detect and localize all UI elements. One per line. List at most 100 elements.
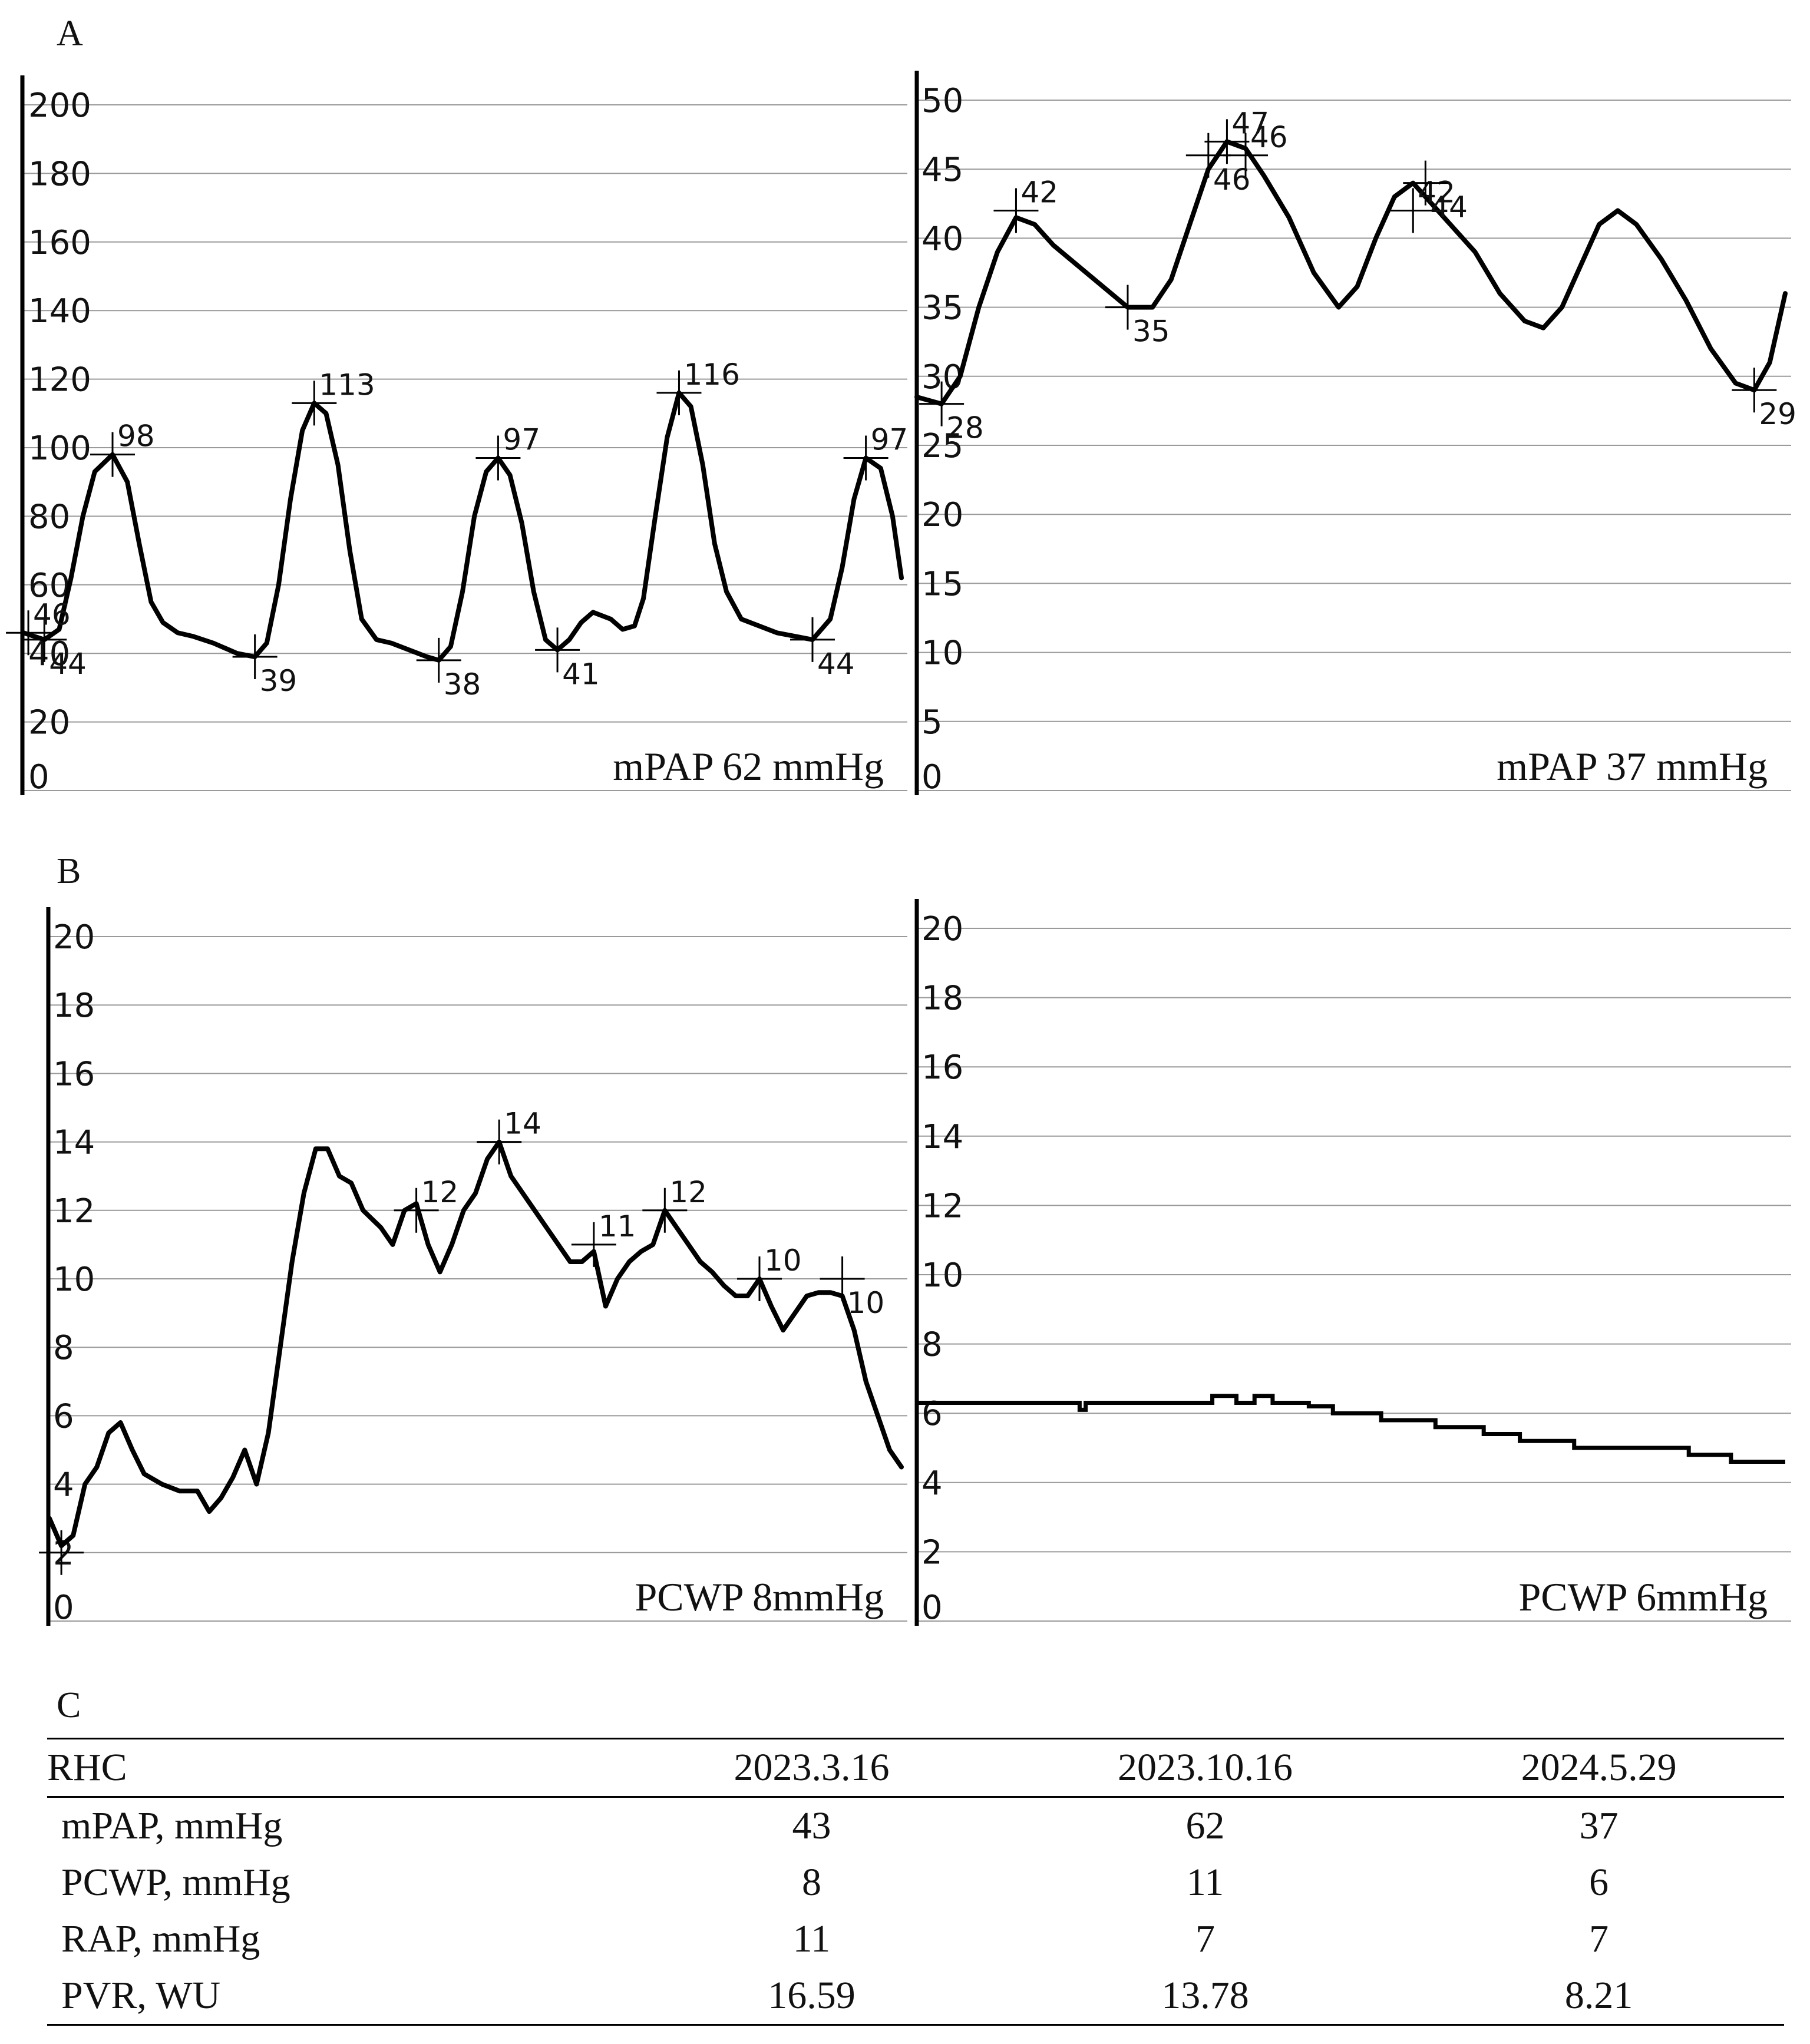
table-cell: 7 (1589, 1917, 1609, 1960)
y-tick-label: 120 (28, 361, 91, 399)
data-label: 10 (847, 1286, 885, 1320)
data-label: 42 (1418, 176, 1455, 210)
y-tick-label: 16 (53, 1055, 95, 1093)
y-tick-label: 40 (921, 220, 963, 258)
table-cell: 43 (792, 1804, 831, 1847)
rhc-header-cell: 2024.5.29 (1521, 1746, 1677, 1789)
y-tick-label: 40 (28, 635, 70, 673)
table-cell: 11 (1186, 1861, 1224, 1904)
data-label: 14 (504, 1107, 541, 1141)
y-tick-label: 12 (53, 1192, 95, 1231)
chart-corner-label: PCWP 6mmHg (1518, 1575, 1768, 1619)
data-label: 42 (1020, 176, 1058, 210)
y-tick-label: 140 (28, 292, 91, 330)
y-tick-label: 0 (28, 758, 49, 796)
y-tick-label: 8 (921, 1326, 943, 1364)
y-tick-label: 0 (921, 1589, 943, 1627)
chart-a-left-mpap-62: 0 20 40 60 80 100 120 140 160 180 200 98 113 97 116 97 4… (6, 75, 909, 796)
data-label: 46 (33, 597, 71, 631)
y-tick-label: 20 (921, 496, 963, 534)
y-tick-label: 180 (28, 155, 91, 193)
data-label: 97 (871, 422, 909, 457)
y-tick-label: 6 (53, 1397, 74, 1436)
y-tick-label: 60 (28, 567, 70, 605)
data-label: 12 (669, 1175, 707, 1209)
y-tick-label: 10 (53, 1261, 95, 1299)
y-tick-label: 25 (921, 427, 963, 465)
y-tick-label: 0 (921, 758, 943, 796)
data-label: 47 (1231, 106, 1269, 140)
table-cell: 7 (1195, 1917, 1216, 1960)
data-label: 12 (421, 1175, 459, 1209)
data-label: 39 (260, 664, 298, 698)
rhc-table: RHC 2023.3.16 2023.10.16 2024.5.29 mPAP,… (47, 1738, 1784, 2026)
data-label: 44 (817, 647, 855, 681)
y-tick-label: 16 (921, 1049, 963, 1087)
row-label: PVR, WU (61, 1974, 221, 2017)
rhc-header-cell: 2023.10.16 (1118, 1746, 1293, 1789)
y-tick-label: 20 (28, 704, 70, 742)
data-label: 28 (946, 411, 984, 445)
y-tick-label: 160 (28, 224, 91, 262)
y-tick-label: 18 (53, 987, 95, 1025)
data-label: 97 (503, 422, 540, 457)
data-label: 46 (1250, 120, 1288, 154)
rhc-header-row: RHC 2023.3.16 2023.10.16 2024.5.29 (47, 1738, 1784, 1797)
data-label: 35 (1132, 315, 1170, 349)
data-label: 113 (319, 368, 375, 402)
y-tick-label: 18 (921, 980, 963, 1018)
data-label: 46 (1213, 163, 1251, 197)
y-tick-label: 10 (921, 634, 963, 673)
chart-corner-label: mPAP 62 mmHg (613, 744, 884, 789)
table-cell: 62 (1185, 1804, 1225, 1847)
y-tick-label: 35 (921, 289, 963, 328)
data-label: 98 (117, 419, 155, 454)
table-cell: 37 (1579, 1804, 1619, 1847)
y-tick-label: 4 (53, 1466, 74, 1504)
table-row: PVR, WU 16.59 13.78 8.21 (47, 1967, 1784, 2025)
data-label: 29 (1759, 397, 1796, 431)
panel-letter-c: C (57, 1685, 81, 1725)
data-label: 41 (562, 657, 600, 691)
table-cell: 6 (1589, 1861, 1609, 1904)
data-label: 38 (444, 667, 481, 702)
data-label: 44 (49, 647, 87, 681)
panel-letter-a: A (57, 14, 83, 54)
series-line (47, 1139, 904, 1549)
y-tick-label: 14 (53, 1124, 95, 1162)
y-tick-label: 100 (28, 429, 91, 468)
table-row: RAP, mmHg 11 7 7 (47, 1911, 1784, 1967)
table-cell: 11 (792, 1917, 831, 1960)
y-tick-label: 2 (921, 1533, 943, 1572)
chart-corner-label: PCWP 8mmHg (635, 1575, 884, 1619)
table-row: mPAP, mmHg 43 62 37 (47, 1797, 1784, 1855)
series-line (21, 390, 904, 663)
chart-corner-label: mPAP 37 mmHg (1497, 744, 1768, 789)
table-cell: 8.21 (1564, 1974, 1633, 2017)
table-cell: 16.59 (768, 1974, 856, 2017)
data-label: 44 (1430, 190, 1468, 224)
data-label: 10 (764, 1243, 802, 1278)
y-tick-label: 80 (28, 498, 70, 536)
y-tick-label: 200 (28, 87, 91, 125)
table-cell: 13.78 (1161, 1974, 1249, 2017)
chart-b-right-pcwp-6: 0 2 4 6 8 10 12 14 16 18 20 PCWP 6mmHg (914, 899, 1791, 1627)
table-row: PCWP, mmHg 8 11 6 (47, 1854, 1784, 1911)
y-tick-label: 30 (921, 358, 963, 396)
y-tick-label: 10 (921, 1256, 963, 1295)
y-tick-label: 15 (921, 565, 963, 603)
y-tick-label: 0 (53, 1589, 74, 1627)
y-tick-label: 50 (921, 82, 963, 120)
rhc-header-cell: 2023.3.16 (734, 1746, 890, 1789)
y-tick-label: 4 (921, 1464, 943, 1503)
rhc-header-cell: RHC (47, 1746, 127, 1789)
data-label: 116 (683, 358, 739, 392)
row-label: mPAP, mmHg (61, 1804, 283, 1847)
panel-letter-b: B (57, 851, 81, 891)
y-tick-label: 6 (921, 1395, 943, 1433)
y-tick-label: 20 (53, 918, 95, 957)
y-tick-label: 12 (921, 1187, 963, 1225)
row-label: RAP, mmHg (61, 1917, 260, 1960)
